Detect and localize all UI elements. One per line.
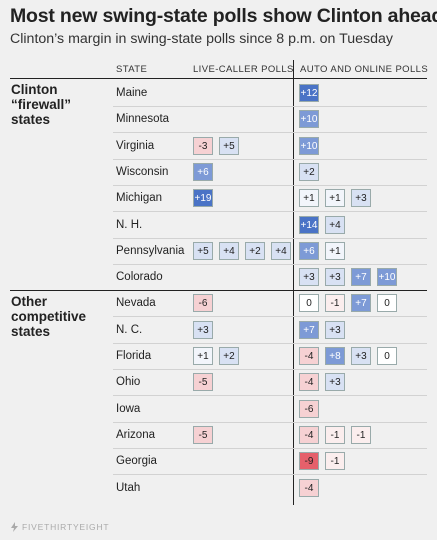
auto-online-poll-cell: +12 [299,84,319,102]
page-title: Most new swing-state polls show Clinton … [10,5,437,27]
auto-online-poll-cell: +10 [299,110,319,128]
auto-online-poll-cell: +8 [325,347,345,365]
auto-online-poll-cell: +3 [325,268,345,286]
auto-online-poll-cell: +4 [325,216,345,234]
state-name: Maine [116,87,148,99]
live-caller-poll-cell: +2 [245,242,265,260]
live-caller-poll-cell: +1 [193,347,213,365]
auto-online-poll-cell: +7 [299,321,319,339]
auto-online-poll-cell: -1 [325,426,345,444]
auto-online-poll-cell: +3 [299,268,319,286]
auto-online-poll-cell: 0 [377,294,397,312]
auto-online-poll-cell: -4 [299,426,319,444]
brand-footer: FIVETHIRTYEIGHT [10,522,109,534]
state-name: Utah [116,482,141,494]
group-divider [10,290,427,291]
auto-online-poll-cell: +1 [299,189,319,207]
auto-online-poll-cell: +3 [351,347,371,365]
auto-online-poll-cell: +10 [299,137,319,155]
group-label-competitive: Other competitive states [11,294,86,339]
group-label-line: “firewall” [11,97,72,112]
row-separator [113,132,427,133]
row-separator [113,264,427,265]
row-separator [113,343,427,344]
live-caller-poll-cell: -5 [193,373,213,391]
row-separator [113,369,427,370]
live-caller-poll-cell: +5 [219,137,239,155]
auto-online-poll-cell: +7 [351,268,371,286]
state-name: Ohio [116,376,141,388]
auto-online-poll-cell: -4 [299,479,319,497]
auto-online-poll-cell: +3 [325,321,345,339]
state-name: Georgia [116,455,157,467]
live-caller-poll-cell: -6 [193,294,213,312]
live-caller-poll-cell: +6 [193,163,213,181]
state-name: Iowa [116,403,141,415]
group-label-firewall: Clinton “firewall” states [11,82,71,127]
auto-online-poll-cell: -1 [325,294,345,312]
live-caller-poll-cell: -5 [193,426,213,444]
group-label-line: states [11,112,51,127]
auto-online-poll-cell: +7 [351,294,371,312]
header-divider [10,78,427,79]
state-name: Florida [116,350,152,362]
live-caller-poll-cell: +19 [193,189,213,207]
live-caller-poll-cell: +2 [219,347,239,365]
column-divider [293,60,294,505]
state-name: Wisconsin [116,166,169,178]
row-separator [113,238,427,239]
row-separator [113,474,427,475]
state-name: Virginia [116,140,155,152]
live-caller-poll-cell: +3 [193,321,213,339]
bolt-icon [10,522,19,534]
auto-online-poll-cell: -1 [325,452,345,470]
auto-online-poll-cell: +14 [299,216,319,234]
row-separator [113,185,427,186]
row-separator [113,422,427,423]
auto-online-poll-cell: -1 [351,426,371,444]
column-header-live-caller: LIVE-CALLER POLLS [193,64,294,75]
group-label-line: Clinton [11,82,58,97]
auto-online-poll-cell: +2 [299,163,319,181]
live-caller-poll-cell: +5 [193,242,213,260]
state-name: N. C. [116,324,143,336]
auto-online-poll-cell: +3 [351,189,371,207]
column-header-auto-online: AUTO AND ONLINE POLLS [300,64,429,75]
column-header-state: STATE [116,64,148,75]
auto-online-poll-cell: -9 [299,452,319,470]
state-name: Minnesota [116,113,170,125]
row-separator [113,211,427,212]
row-separator [113,316,427,317]
state-name: Arizona [116,429,155,441]
auto-online-poll-cell: +3 [325,373,345,391]
row-separator [113,448,427,449]
live-caller-poll-cell: -3 [193,137,213,155]
auto-online-poll-cell: -4 [299,347,319,365]
page-subtitle: Clinton’s margin in swing-state polls si… [10,31,393,47]
auto-online-poll-cell: +6 [299,242,319,260]
state-name: N. H. [116,219,143,231]
live-caller-poll-cell: +4 [271,242,291,260]
auto-online-poll-cell: +10 [377,268,397,286]
row-separator [113,395,427,396]
group-label-line: Other [11,294,48,309]
group-label-line: competitive [11,309,87,324]
auto-online-poll-cell: +1 [325,189,345,207]
row-separator [113,159,427,160]
state-name: Michigan [116,192,163,204]
auto-online-poll-cell: +1 [325,242,345,260]
live-caller-poll-cell: +4 [219,242,239,260]
auto-online-poll-cell: 0 [299,294,319,312]
state-name: Nevada [116,297,156,309]
state-name: Pennsylvania [116,245,185,257]
row-separator [113,106,427,107]
auto-online-poll-cell: 0 [377,347,397,365]
state-name: Colorado [116,271,163,283]
auto-online-poll-cell: -6 [299,400,319,418]
brand-name: FIVETHIRTYEIGHT [22,522,110,532]
group-label-line: states [11,324,51,339]
auto-online-poll-cell: -4 [299,373,319,391]
